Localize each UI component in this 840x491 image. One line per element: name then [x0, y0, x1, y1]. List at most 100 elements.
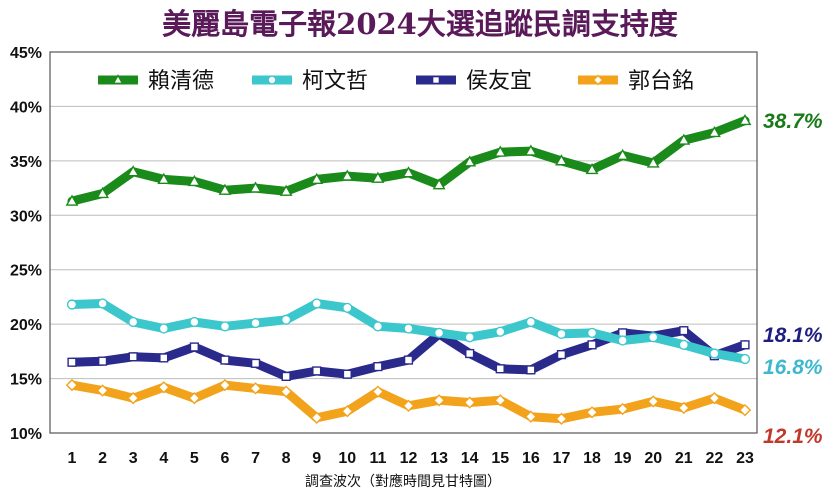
legend-label: 賴清德 — [148, 69, 214, 94]
x-tick-label: 23 — [736, 450, 754, 467]
x-tick-label: 5 — [190, 450, 199, 467]
data-point — [616, 148, 630, 161]
data-point — [526, 365, 536, 375]
data-point — [249, 382, 262, 395]
y-tick-label: 40% — [10, 99, 42, 116]
data-point — [67, 357, 77, 367]
data-point — [157, 172, 171, 184]
data-point — [218, 378, 232, 392]
x-tick-label: 8 — [282, 450, 291, 467]
data-point — [371, 171, 385, 183]
data-point — [188, 391, 201, 405]
data-point — [524, 144, 538, 156]
data-point — [494, 394, 507, 407]
data-point — [432, 394, 446, 407]
data-point — [555, 154, 568, 166]
series-group — [65, 113, 752, 426]
x-tick-label: 18 — [583, 450, 601, 467]
data-point — [402, 399, 415, 412]
x-tick-label: 10 — [338, 450, 356, 467]
data-point — [708, 125, 721, 138]
x-tick-label: 3 — [129, 450, 138, 467]
chart-title: 美麗島電子報2024大選追蹤民調支持度 — [162, 7, 678, 41]
data-point — [556, 350, 567, 360]
end-value-label: 18.1% — [763, 324, 823, 347]
data-point — [463, 155, 477, 167]
data-point — [159, 353, 169, 363]
data-point — [97, 356, 108, 366]
data-point — [432, 178, 446, 190]
data-point — [525, 316, 536, 328]
data-point — [646, 156, 660, 168]
data-point — [342, 302, 353, 313]
data-point — [250, 317, 261, 329]
data-point — [126, 391, 140, 405]
x-tick-label: 13 — [430, 450, 448, 467]
legend-marker — [431, 75, 441, 85]
data-point — [187, 174, 201, 187]
data-point — [585, 406, 599, 419]
data-point — [96, 384, 109, 397]
y-tick-label: 45% — [10, 45, 42, 62]
data-point — [403, 323, 414, 334]
x-tick-label: 14 — [461, 450, 479, 467]
end-labels: 38.7% 16.8% 18.1% 12.1% — [763, 110, 823, 448]
data-point — [189, 316, 200, 328]
data-point — [708, 391, 721, 405]
data-point — [465, 348, 475, 359]
legend: 賴清德 柯文哲 侯友宜 郭台銘 — [98, 69, 694, 94]
x-tick-label: 19 — [614, 450, 632, 467]
data-point — [312, 366, 322, 376]
data-point — [373, 361, 383, 372]
data-point — [189, 342, 199, 352]
data-point — [647, 395, 660, 408]
data-point — [677, 133, 691, 145]
data-point — [403, 355, 414, 365]
data-point — [463, 396, 476, 409]
x-tick-label: 21 — [675, 450, 693, 467]
series-1 — [65, 113, 752, 206]
data-point — [679, 326, 689, 336]
data-point — [96, 186, 109, 199]
x-tick-label: 1 — [68, 450, 77, 467]
y-tick-label: 35% — [10, 154, 42, 171]
data-point — [281, 314, 292, 325]
data-point — [128, 352, 138, 362]
data-point — [342, 369, 352, 379]
data-point — [126, 165, 140, 177]
data-point — [220, 355, 230, 365]
data-point — [739, 353, 751, 365]
legend-marker — [267, 75, 277, 85]
data-point — [371, 385, 385, 398]
y-tick-label: 30% — [10, 208, 42, 225]
x-tick-label: 11 — [369, 450, 386, 467]
y-tick-label: 20% — [10, 317, 42, 334]
data-point — [218, 183, 232, 195]
data-point — [279, 385, 293, 398]
x-tick-label: 6 — [221, 450, 230, 467]
data-point — [493, 145, 507, 157]
x-tick-label: 20 — [644, 450, 662, 467]
data-point — [587, 340, 597, 350]
end-value-label: 16.8% — [763, 356, 823, 379]
legend-label: 郭台銘 — [628, 69, 694, 94]
data-point — [738, 113, 752, 126]
x-tick-label: 22 — [706, 450, 724, 467]
data-point — [740, 340, 750, 350]
legend-marker — [112, 74, 124, 85]
x-tick-label: 12 — [400, 450, 418, 467]
data-point — [556, 328, 567, 340]
y-axis-ticks: 10% 15% 20% 25% 30% 35% 40% 45% — [10, 45, 42, 443]
data-point — [402, 166, 415, 178]
data-point — [281, 371, 291, 381]
data-point — [97, 298, 108, 309]
data-point — [157, 381, 170, 394]
data-point — [128, 316, 139, 328]
plot-frame — [49, 51, 758, 434]
x-tick-label: 2 — [98, 450, 107, 467]
data-point — [524, 410, 538, 423]
legend-marker — [592, 74, 604, 86]
x-tick-label: 16 — [522, 450, 540, 467]
x-tick-label: 15 — [491, 450, 509, 467]
end-value-label: 12.1% — [763, 425, 823, 448]
